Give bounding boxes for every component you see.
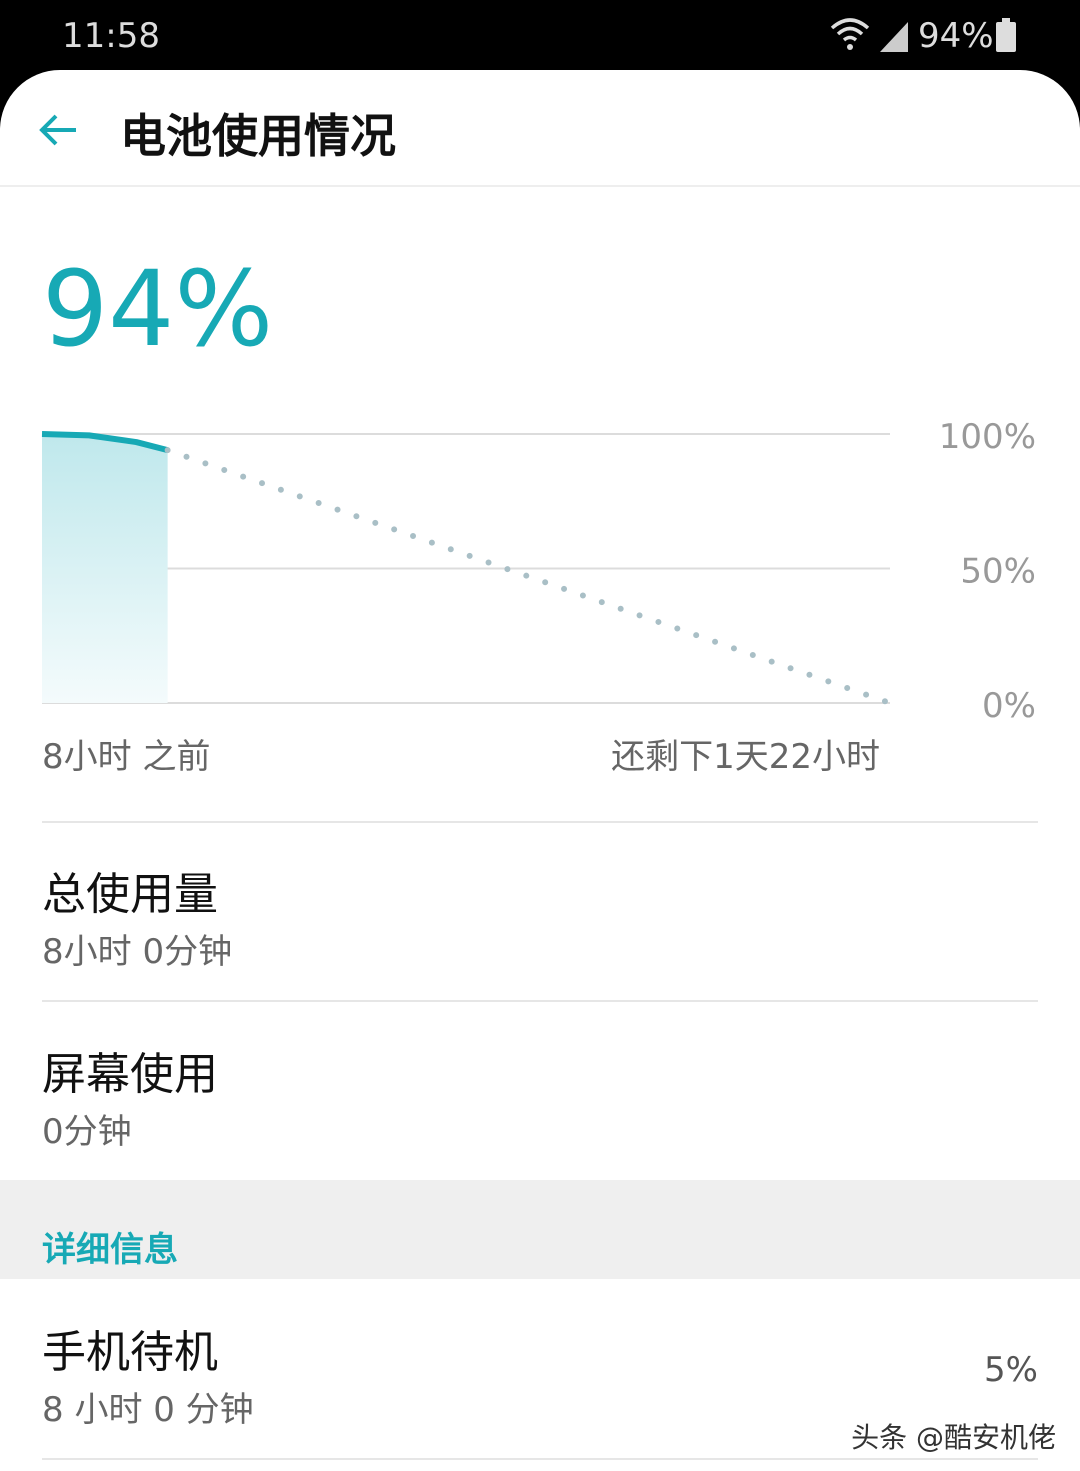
usage-line [41,431,169,454]
item-title: 屏幕使用 [42,1049,218,1100]
y-tick-label: 100% [939,417,1036,457]
detail-subtitle: 8 小时 0 分钟 [42,1390,254,1430]
x-end-label: 还剩下1天22小时 [611,737,880,777]
divider [42,1000,1038,1002]
usage-area [42,434,168,703]
y-tick-label: 0% [982,686,1036,726]
header-divider [0,185,1080,187]
back-button[interactable] [36,106,84,154]
battery-chart: 8小时 之前 还剩下1天22小时 100% 50% 0% [41,417,1036,777]
x-start-label: 8小时 之前 [42,737,210,777]
detail-percent: 5% [984,1350,1038,1390]
watermark: 头条 @酷安机佬 [851,1421,1056,1454]
divider [42,821,1038,823]
status-icons [830,18,908,52]
status-time: 11:58 [62,16,160,56]
battery-icon [996,18,1016,52]
item-subtitle: 0分钟 [42,1112,132,1152]
projection-line [164,447,893,706]
y-tick-label: 50% [960,552,1036,592]
section-title: 详细信息 [42,1230,178,1270]
detail-title[interactable]: 手机待机 [42,1327,218,1378]
header-title: 电池使用情况 [120,109,396,163]
item-title: 总使用量 [42,869,218,920]
battery-level: 94% [42,248,274,370]
divider [42,1458,1038,1460]
item-subtitle: 8小时 0分钟 [42,932,233,972]
status-battery: 94% [918,16,994,56]
section-header [0,1180,1080,1279]
